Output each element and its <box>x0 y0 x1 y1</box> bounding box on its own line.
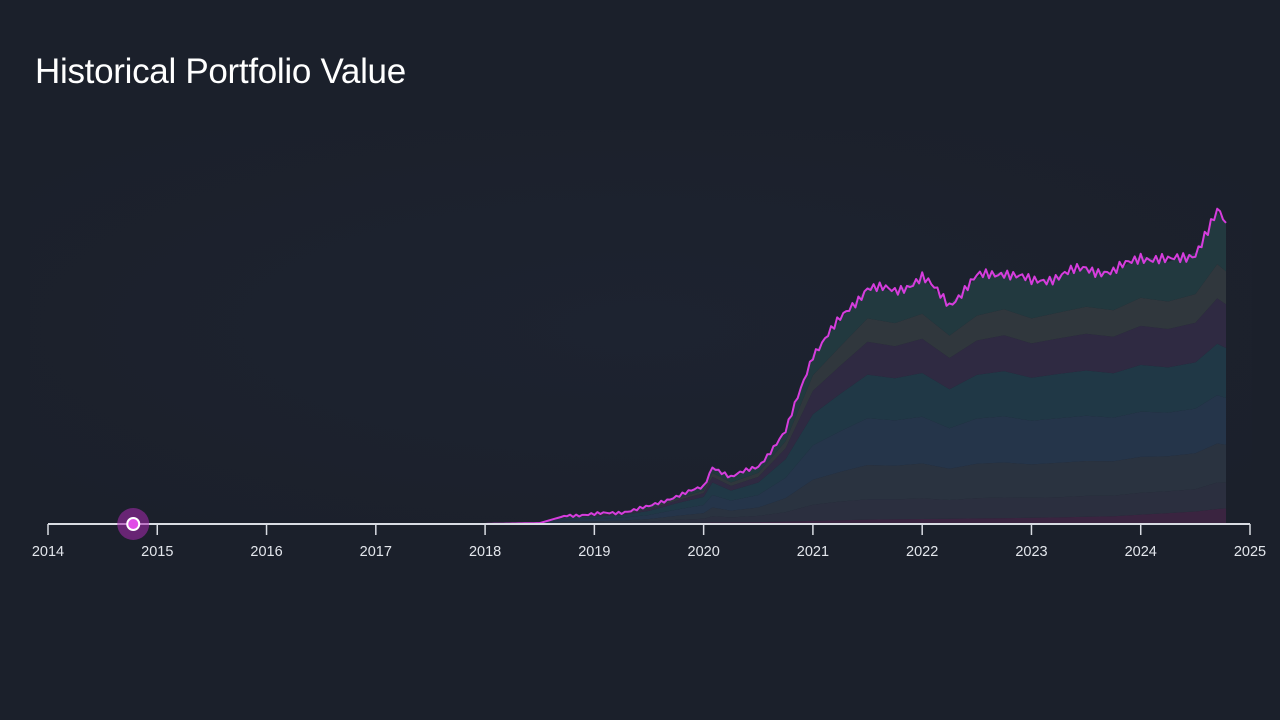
x-tick-label-2024: 2024 <box>1125 544 1157 560</box>
x-tick-label-2015: 2015 <box>141 544 173 560</box>
x-tick-label-2023: 2023 <box>1015 544 1047 560</box>
x-axis-tick-labels: 2014 2015 2016 2017 2018 2019 2020 2021 2022 2023… <box>32 544 1266 560</box>
x-tick-label-2016: 2016 <box>250 544 282 560</box>
chart-title: Historical Portfolio Value <box>35 52 406 91</box>
stacked-areas <box>133 212 1227 524</box>
current-position-marker[interactable] <box>126 517 141 531</box>
area-band-4 <box>133 395 1227 524</box>
x-axis-ticks <box>47 524 1251 535</box>
x-tick-label-2025: 2025 <box>1234 544 1266 560</box>
x-tick-label-2017: 2017 <box>360 544 392 560</box>
x-tick-label-2022: 2022 <box>906 544 938 560</box>
x-tick-label-2019: 2019 <box>578 544 610 560</box>
area-band-2 <box>133 482 1227 524</box>
x-tick-label-2018: 2018 <box>469 544 501 560</box>
area-band-3 <box>133 443 1227 524</box>
x-tick-label-2021: 2021 <box>797 544 829 560</box>
area-band-1 <box>133 508 1227 524</box>
x-tick-label-2014: 2014 <box>32 544 64 560</box>
area-band-5 <box>133 343 1227 524</box>
x-tick-label-2020: 2020 <box>688 544 720 560</box>
